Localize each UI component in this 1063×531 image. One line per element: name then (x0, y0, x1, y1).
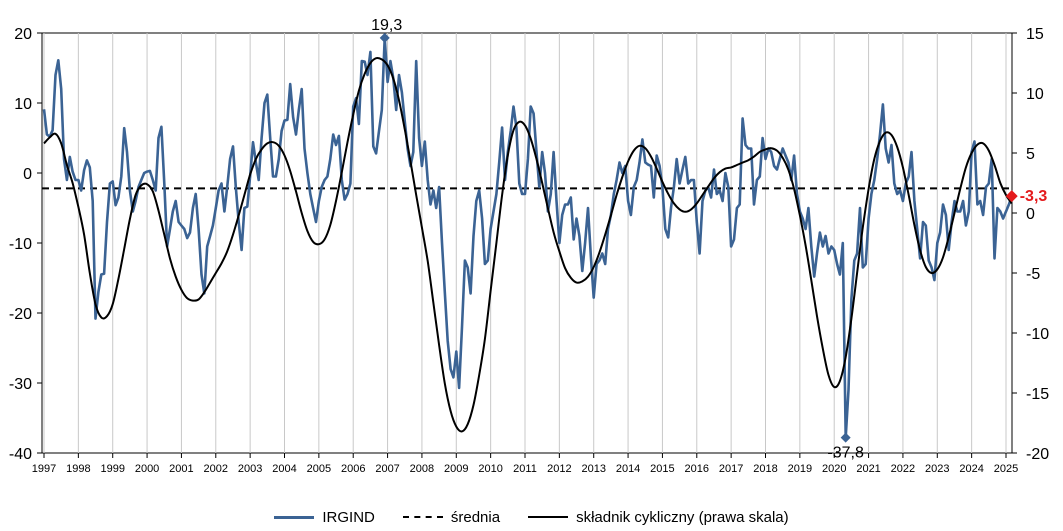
y-right-tick-label: -20 (1026, 446, 1049, 463)
series-line-irgind (42, 36, 1013, 439)
min-point-marker (840, 432, 851, 443)
legend-label-cyclical: składnik cykliczny (prawa skala) (576, 508, 789, 526)
y-right-tick-label: 15 (1026, 26, 1044, 43)
x-tick-label: 2002 (204, 463, 228, 475)
x-tick-label: 2010 (478, 463, 502, 475)
x-tick-label: 2019 (788, 463, 812, 475)
x-tick-label: 2007 (375, 463, 399, 475)
x-tick-label: 2014 (616, 463, 640, 475)
x-tick-label: 2001 (169, 463, 193, 475)
y-left-tick-label: -30 (9, 376, 32, 393)
x-tick-label: 2009 (444, 463, 468, 475)
x-tick-label: 1999 (100, 463, 124, 475)
legend-item-mean: średnia (402, 508, 501, 526)
y-right-tick-label: -15 (1026, 386, 1049, 403)
last-point-marker (1005, 190, 1018, 203)
y-right-tick-label: 0 (1026, 206, 1035, 223)
chart-canvas: 1997 1998 1999 2000 2001 2002 2003 2004 2005 2006… (9, 17, 1049, 475)
x-tick-label: 2008 (410, 463, 434, 475)
y-left-tick-label: 20 (14, 26, 32, 43)
x-tick-label: 1997 (32, 463, 56, 475)
x-tick-label: 2025 (994, 463, 1018, 475)
y-left-tick-label: 0 (23, 166, 32, 183)
series-line-cyclical (43, 56, 1013, 433)
legend-label-irgind: IRGIND (322, 508, 375, 526)
x-tick-label: 2006 (341, 463, 365, 475)
chart-legend: IRGIND średnia składnik cykliczny (prawa… (0, 505, 1063, 529)
y-left-tick-label: -10 (9, 236, 32, 253)
max-point-marker (379, 32, 390, 43)
x-tick-label: 2023 (925, 463, 949, 475)
y-left-tick-label: -40 (9, 446, 32, 463)
legend-swatch-irgind (274, 515, 315, 519)
legend-swatch-mean (402, 516, 443, 518)
x-tick-label: 2015 (650, 463, 674, 475)
y-right-tick-label: 5 (1026, 146, 1035, 163)
x-tick-label: 2020 (822, 463, 846, 475)
x-tick-label: 2000 (135, 463, 159, 475)
x-tick-label: 2018 (753, 463, 777, 475)
x-tick-label: 2005 (307, 463, 331, 475)
max-point-label: 19,3 (371, 17, 402, 34)
x-tick-label: 2004 (272, 463, 296, 475)
min-point-label: -37,8 (827, 445, 864, 462)
x-tick-label: 2013 (581, 463, 605, 475)
x-tick-label: 2024 (959, 463, 983, 475)
x-tick-label: 2022 (891, 463, 915, 475)
y-left-tick-label: -20 (9, 306, 32, 323)
x-tick-label: 2016 (685, 463, 709, 475)
x-tick-label: 2021 (856, 463, 880, 475)
x-tick-label: 2003 (238, 463, 262, 475)
y-right-tick-label: -10 (1026, 326, 1049, 343)
y-left-tick-label: 10 (14, 96, 32, 113)
x-tick-label: 1998 (66, 463, 90, 475)
x-tick-label: 2017 (719, 463, 743, 475)
last-point-label: -3,3 (1020, 188, 1048, 205)
legend-item-cyclical: składnik cykliczny (prawa skala) (528, 509, 789, 526)
legend-item-irgind: IRGIND (274, 509, 375, 526)
y-right-tick-label: 10 (1026, 86, 1044, 103)
x-tick-label: 2012 (547, 463, 571, 475)
x-tick-label: 2011 (513, 463, 537, 475)
legend-swatch-cyclical (528, 516, 569, 518)
y-right-tick-label: -5 (1026, 266, 1040, 283)
legend-label-mean: średnia (450, 508, 501, 526)
